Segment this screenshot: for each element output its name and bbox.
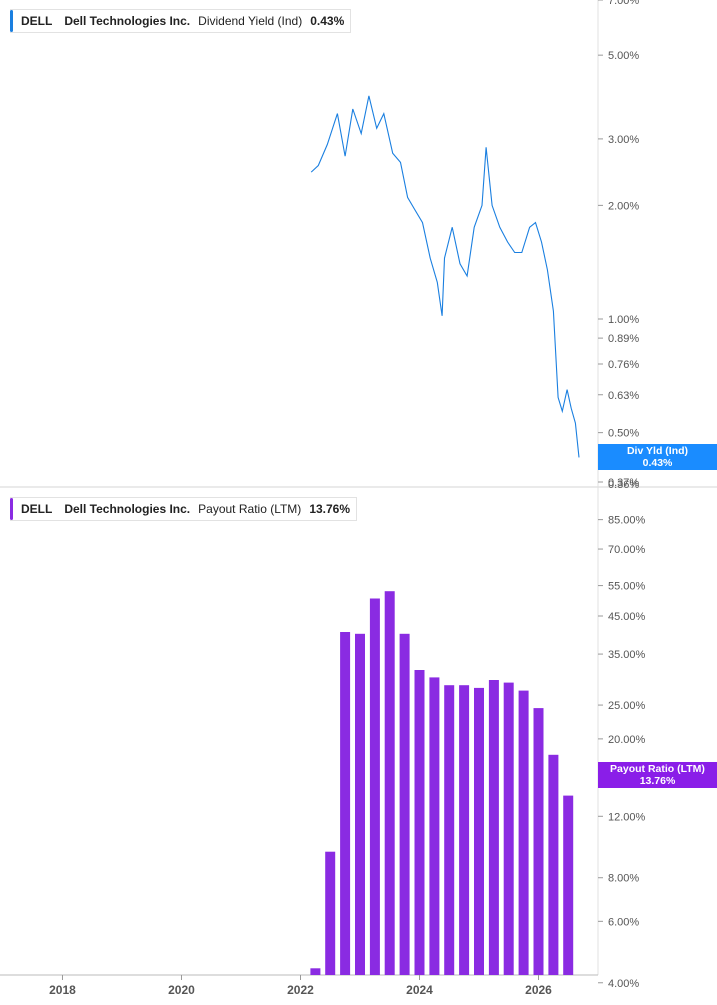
payout-bar: [518, 690, 529, 975]
payout-bar: [563, 795, 574, 975]
y-tick-label: 5.00%: [608, 50, 639, 62]
y-tick-label: 35.00%: [608, 649, 646, 661]
y-tick-label: 0.50%: [608, 428, 639, 440]
legend-color-bar: [10, 10, 13, 32]
x-axis: 2018 2020 2022 2024 2026: [49, 975, 552, 997]
payout-bar: [340, 632, 351, 975]
payout-bar: [414, 670, 425, 975]
legend-ticker: DELL: [21, 14, 53, 28]
y-tick-label: 7.00%: [608, 0, 639, 7]
y-tick-label: 70.00%: [608, 544, 646, 556]
y-tick-label: 1.00%: [608, 314, 639, 326]
x-tick-label: 2020: [168, 983, 195, 997]
y-tick-label: 0.37%: [608, 477, 639, 489]
current-yield-flag: Div Yld (Ind) 0.43%: [598, 444, 717, 470]
x-tick-label: 2026: [525, 983, 552, 997]
payout-bar: [488, 680, 499, 975]
dividend-yield-line: [310, 95, 580, 458]
x-tick-label: 2024: [406, 983, 433, 997]
y-tick-label: 0.63%: [608, 390, 639, 402]
bottom-y-axis: 85.00% 70.00% 55.00% 45.00% 35.00% 25.00% 20.0…: [598, 515, 646, 990]
legend-ticker: DELL: [21, 502, 53, 516]
y-tick-label: 0.89%: [608, 333, 639, 345]
flag-label: Div Yld (Ind): [626, 445, 689, 457]
y-tick-label: 8.00%: [608, 873, 639, 885]
payout-bar: [444, 685, 455, 975]
legend-company: Dell Technologies Inc.: [64, 502, 191, 516]
y-tick-label: 4.00%: [608, 978, 639, 990]
payout-bar: [355, 633, 365, 975]
payout-bar: [503, 682, 514, 975]
payout-bar: [533, 708, 544, 975]
top-legend: DELL Dell Technologies Inc. Dividend Yie…: [10, 9, 352, 33]
y-tick-label: 6.00%: [608, 916, 639, 928]
flag-label: Payout Ratio (LTM): [610, 763, 705, 775]
x-tick-label: 2022: [287, 983, 314, 997]
payout-bar: [429, 677, 440, 975]
y-tick-label: 25.00%: [608, 700, 646, 712]
y-tick-label: 0.36%: [608, 479, 639, 491]
payout-bar: [459, 685, 470, 975]
legend-color-bar: [10, 498, 13, 520]
flag-value: 0.43%: [642, 457, 673, 469]
payout-ratio-bars: [310, 591, 574, 975]
y-tick-label: 2.00%: [608, 200, 639, 212]
y-tick-label: 20.00%: [608, 734, 646, 746]
payout-bar: [310, 968, 321, 975]
legend-value: 0.43%: [310, 14, 345, 28]
payout-bar: [548, 754, 559, 975]
y-tick-label: 85.00%: [608, 515, 646, 527]
payout-bar: [325, 851, 336, 975]
payout-bar: [474, 687, 484, 975]
top-y-axis: 7.00% 5.00% 3.00% 2.00% 1.00% 0.89% 0.76% 0.63%…: [598, 0, 639, 489]
payout-bar: [384, 591, 395, 975]
legend-metric: Dividend Yield (Ind): [198, 14, 303, 28]
bottom-legend: DELL Dell Technologies Inc. Payout Ratio…: [10, 497, 358, 521]
legend-company: Dell Technologies Inc.: [64, 14, 191, 28]
y-tick-label: 12.00%: [608, 811, 646, 823]
payout-bar: [399, 633, 410, 975]
payout-bar: [369, 598, 380, 975]
current-payout-flag: Payout Ratio (LTM) 13.76%: [598, 762, 717, 788]
flag-value: 13.76%: [639, 775, 676, 787]
legend-metric: Payout Ratio (LTM): [198, 502, 302, 516]
legend-value: 13.76%: [309, 502, 351, 516]
y-tick-label: 3.00%: [608, 134, 639, 146]
x-tick-label: 2018: [49, 983, 76, 997]
y-tick-label: 0.76%: [608, 359, 639, 371]
y-tick-label: 45.00%: [608, 611, 646, 623]
y-tick-label: 55.00%: [608, 581, 646, 593]
